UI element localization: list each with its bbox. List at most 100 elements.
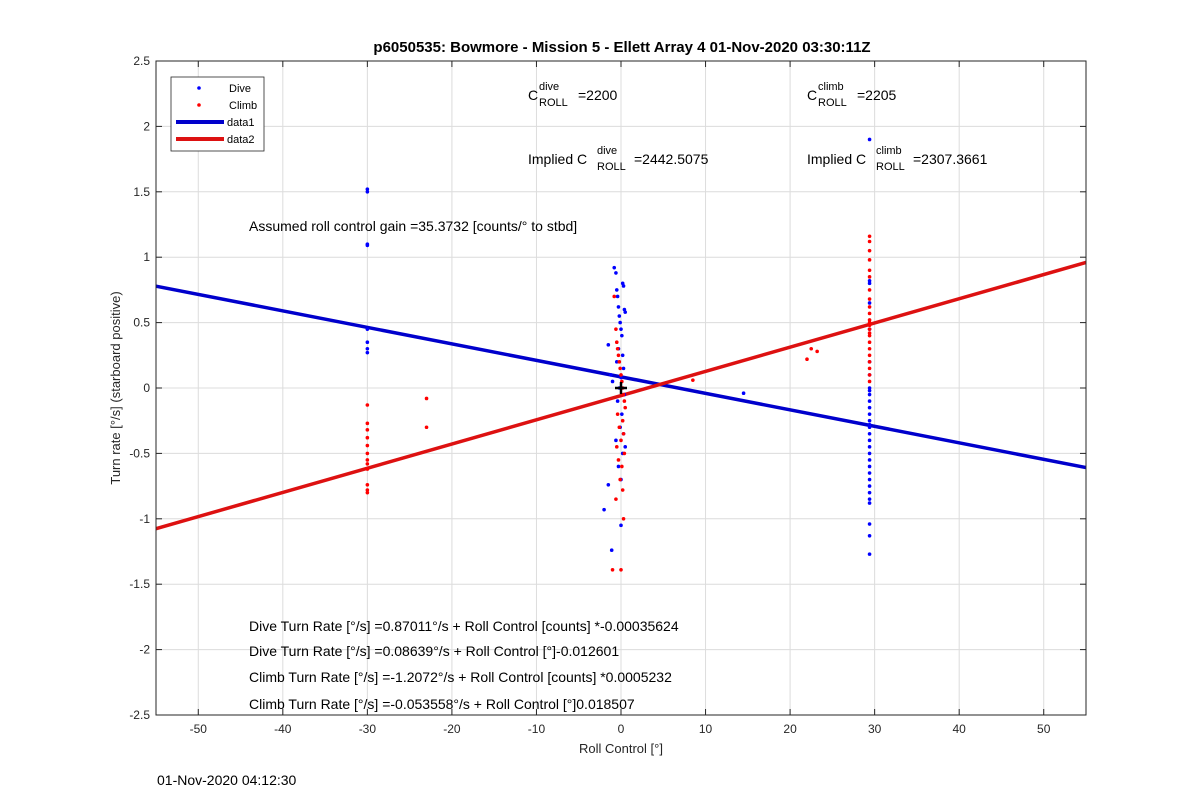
point-climb bbox=[615, 412, 620, 416]
point-dive bbox=[365, 350, 370, 355]
point-climb bbox=[805, 357, 809, 362]
point-climb bbox=[867, 346, 872, 351]
annotation-c-climb-value: =2205 bbox=[857, 87, 897, 103]
annotation-implied-dive-value: =2442.5075 bbox=[634, 151, 709, 167]
point-climb bbox=[365, 482, 370, 487]
point-dive bbox=[867, 451, 872, 456]
footer-timestamp: 01-Nov-2020 04:12:30 bbox=[157, 772, 297, 788]
y-tick-label: -1 bbox=[139, 512, 150, 526]
point-dive bbox=[614, 438, 618, 443]
point-climb bbox=[614, 445, 619, 449]
x-tick-label: 0 bbox=[618, 722, 625, 736]
annotation-implied-dive-sup: dive bbox=[597, 145, 617, 157]
point-climb bbox=[616, 353, 621, 358]
point-climb bbox=[620, 418, 625, 423]
point-dive bbox=[619, 375, 623, 380]
annotation-eq-climb-counts: Climb Turn Rate [°/s] =-1.2072°/s + Roll… bbox=[249, 669, 672, 685]
point-dive bbox=[867, 522, 872, 526]
y-tick-label: 1.5 bbox=[133, 185, 150, 199]
x-axis-label: Roll Control [°] bbox=[579, 741, 663, 756]
point-climb bbox=[867, 258, 872, 262]
point-climb bbox=[621, 392, 626, 397]
annotation-implied-dive: Implied C dive ROLL =2442.5075 bbox=[528, 145, 709, 173]
legend-data1-label: data1 bbox=[227, 117, 255, 129]
point-dive bbox=[617, 314, 622, 318]
annotation-eq-dive-counts: Dive Turn Rate [°/s] =0.87011°/s + Roll … bbox=[249, 618, 679, 634]
point-dive bbox=[612, 265, 617, 270]
point-climb bbox=[618, 477, 622, 482]
point-climb bbox=[867, 320, 872, 325]
point-climb bbox=[365, 451, 370, 456]
point-dive bbox=[619, 523, 623, 528]
point-dive bbox=[614, 360, 619, 364]
y-tick-label: -0.5 bbox=[129, 446, 150, 460]
point-climb bbox=[867, 318, 872, 322]
point-climb bbox=[867, 360, 872, 364]
annotation-c-dive: C dive ROLL =2200 bbox=[528, 81, 618, 109]
annotation-implied-dive-sub: ROLL bbox=[597, 161, 626, 173]
legend-climb-marker bbox=[197, 103, 201, 107]
point-dive bbox=[620, 333, 624, 338]
point-climb bbox=[365, 490, 370, 495]
x-tick-label: 50 bbox=[1037, 722, 1051, 736]
point-climb bbox=[867, 305, 872, 309]
point-dive bbox=[867, 445, 872, 449]
point-dive bbox=[620, 353, 625, 358]
point-climb bbox=[424, 425, 429, 430]
x-tick-label: 30 bbox=[868, 722, 882, 736]
point-dive bbox=[609, 373, 613, 377]
annotation-eq-dive-degrees: Dive Turn Rate [°/s] =0.08639°/s + Roll … bbox=[249, 643, 619, 659]
annotation-c-dive-sup: dive bbox=[539, 81, 559, 93]
x-tick-label: -30 bbox=[359, 722, 377, 736]
point-dive bbox=[867, 388, 872, 393]
point-dive bbox=[867, 301, 872, 305]
point-climb bbox=[365, 462, 370, 466]
annotation-c-climb: C climb ROLL =2205 bbox=[807, 81, 897, 109]
x-tick-label: -40 bbox=[274, 722, 292, 736]
y-tick-label: -2 bbox=[139, 643, 150, 657]
annotation-implied-climb-prefix: Implied C bbox=[807, 151, 866, 167]
point-climb bbox=[619, 438, 623, 443]
point-climb bbox=[612, 294, 617, 299]
point-climb bbox=[867, 275, 872, 279]
point-dive bbox=[606, 482, 611, 487]
point-climb bbox=[867, 373, 872, 377]
point-climb bbox=[867, 379, 872, 384]
point-dive bbox=[867, 137, 872, 142]
point-dive bbox=[867, 425, 872, 430]
legend-dive-marker bbox=[197, 86, 201, 90]
point-climb bbox=[620, 488, 625, 492]
legend-dive-label: Dive bbox=[229, 83, 251, 95]
point-dive bbox=[616, 305, 621, 309]
point-dive bbox=[623, 445, 628, 449]
point-climb bbox=[617, 425, 622, 430]
point-dive bbox=[867, 501, 872, 505]
annotation-implied-climb-value: =2307.3661 bbox=[913, 151, 988, 167]
point-dive bbox=[615, 294, 620, 299]
point-climb bbox=[622, 451, 627, 456]
point-dive bbox=[867, 392, 872, 397]
point-climb bbox=[867, 331, 872, 335]
point-climb bbox=[617, 360, 622, 364]
point-climb bbox=[867, 234, 872, 239]
y-tick-label: -2.5 bbox=[129, 708, 150, 722]
annotation-gain: Assumed roll control gain =35.3732 [coun… bbox=[249, 218, 577, 234]
point-climb bbox=[867, 327, 872, 331]
point-dive bbox=[867, 438, 872, 443]
point-dive bbox=[619, 327, 623, 331]
annotation-c-dive-value: =2200 bbox=[578, 87, 618, 103]
point-climb bbox=[867, 268, 872, 273]
point-climb bbox=[365, 488, 370, 492]
point-dive bbox=[365, 327, 370, 331]
point-climb bbox=[618, 366, 622, 371]
y-tick-label: 2 bbox=[143, 119, 150, 133]
point-climb bbox=[867, 248, 872, 253]
point-climb bbox=[365, 435, 370, 440]
point-dive bbox=[867, 412, 872, 416]
annotation-c-climb-sup: climb bbox=[818, 81, 844, 93]
x-tick-label: -50 bbox=[190, 722, 208, 736]
point-climb bbox=[867, 353, 872, 358]
chart-title: p6050535: Bowmore - Mission 5 - Ellett A… bbox=[373, 39, 870, 56]
annotation-implied-climb-sup: climb bbox=[876, 145, 902, 157]
point-dive bbox=[867, 281, 872, 286]
